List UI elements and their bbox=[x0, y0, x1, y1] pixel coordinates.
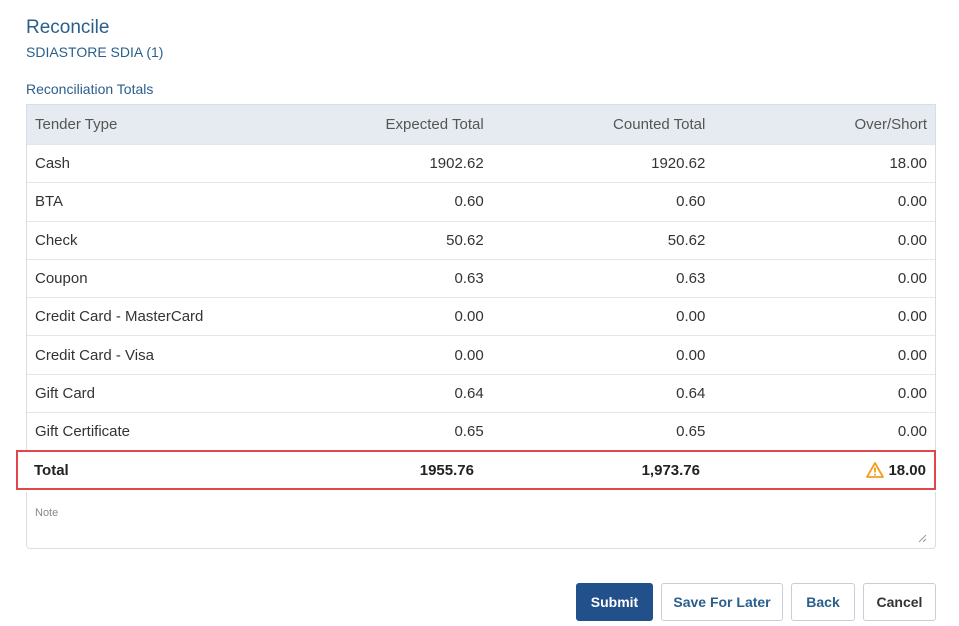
tender-type-cell: Coupon bbox=[35, 270, 88, 288]
table-row: Gift Card 0.64 0.64 0.00 bbox=[27, 375, 935, 414]
expected-total-cell: 0.60 bbox=[454, 193, 484, 211]
counted-total-cell: 0.64 bbox=[676, 384, 706, 402]
total-label: Total bbox=[34, 461, 69, 479]
table-row: Cash 1902.62 1920.62 18.00 bbox=[27, 145, 935, 184]
total-row: Total 1955.76 1,973.76 18.00 bbox=[16, 450, 936, 490]
column-header-over-short: Over/Short bbox=[854, 116, 928, 133]
expected-total-cell: 0.63 bbox=[454, 270, 484, 288]
tender-type-cell: Gift Card bbox=[35, 384, 96, 402]
column-header-tender-type: Tender Type bbox=[35, 116, 118, 133]
section-title: Reconciliation Totals bbox=[26, 81, 154, 97]
expected-total-cell: 0.00 bbox=[454, 308, 484, 326]
tender-type-cell: Gift Certificate bbox=[35, 423, 131, 441]
over-short-cell: 0.00 bbox=[897, 193, 928, 211]
column-header-expected-total: Expected Total bbox=[385, 116, 484, 133]
over-short-cell: 0.00 bbox=[897, 308, 928, 326]
cancel-button[interactable]: Cancel bbox=[863, 583, 936, 621]
total-counted: 1,973.76 bbox=[641, 461, 700, 479]
counted-total-cell: 0.00 bbox=[676, 346, 706, 364]
over-short-cell: 18.00 bbox=[889, 155, 928, 173]
counted-total-cell: 0.65 bbox=[676, 423, 706, 441]
page-title: Reconcile bbox=[26, 17, 110, 38]
back-button[interactable]: Back bbox=[791, 583, 855, 621]
tender-type-cell: Check bbox=[35, 231, 78, 249]
tender-type-cell: Cash bbox=[35, 155, 71, 173]
store-subtitle: SDIASTORE SDIA (1) bbox=[26, 44, 164, 60]
total-expected: 1955.76 bbox=[419, 461, 474, 479]
expected-total-cell: 1902.62 bbox=[429, 155, 484, 173]
table-row: BTA 0.60 0.60 0.00 bbox=[27, 183, 935, 222]
over-short-cell: 0.00 bbox=[897, 346, 928, 364]
counted-total-cell: 0.60 bbox=[676, 193, 706, 211]
reconciliation-table: Tender Type Expected Total Counted Total… bbox=[26, 104, 936, 452]
table-row: Coupon 0.63 0.63 0.00 bbox=[27, 260, 935, 299]
tender-type-cell: Credit Card - Visa bbox=[35, 346, 154, 364]
counted-total-cell: 0.00 bbox=[676, 308, 706, 326]
total-over-short-cell: 18.00 bbox=[708, 462, 934, 479]
tender-type-cell: BTA bbox=[35, 193, 64, 211]
over-short-cell: 0.00 bbox=[897, 231, 928, 249]
over-short-cell: 0.00 bbox=[897, 384, 928, 402]
submit-button[interactable]: Submit bbox=[576, 583, 653, 621]
note-field[interactable]: Note bbox=[26, 492, 936, 549]
expected-total-cell: 0.65 bbox=[454, 423, 484, 441]
table-header-row: Tender Type Expected Total Counted Total… bbox=[27, 105, 935, 145]
table-row: Credit Card - MasterCard 0.00 0.00 0.00 bbox=[27, 298, 935, 337]
table-row: Gift Certificate 0.65 0.65 0.00 bbox=[27, 413, 935, 452]
counted-total-cell: 1920.62 bbox=[651, 155, 706, 173]
warning-triangle-icon bbox=[866, 462, 885, 478]
save-for-later-button[interactable]: Save For Later bbox=[661, 583, 783, 621]
column-header-counted-total: Counted Total bbox=[613, 116, 706, 133]
note-label: Note bbox=[35, 507, 59, 519]
counted-total-cell: 0.63 bbox=[676, 270, 706, 288]
table-row: Credit Card - Visa 0.00 0.00 0.00 bbox=[27, 336, 935, 375]
resize-handle-icon[interactable] bbox=[917, 530, 927, 543]
total-over-short: 18.00 bbox=[888, 461, 926, 479]
over-short-cell: 0.00 bbox=[897, 423, 928, 441]
expected-total-cell: 0.00 bbox=[454, 346, 484, 364]
expected-total-cell: 50.62 bbox=[446, 231, 484, 249]
over-short-cell: 0.00 bbox=[897, 270, 928, 288]
table-row: Check 50.62 50.62 0.00 bbox=[27, 222, 935, 260]
tender-type-cell: Credit Card - MasterCard bbox=[35, 308, 204, 326]
counted-total-cell: 50.62 bbox=[667, 231, 706, 249]
expected-total-cell: 0.64 bbox=[454, 384, 484, 402]
